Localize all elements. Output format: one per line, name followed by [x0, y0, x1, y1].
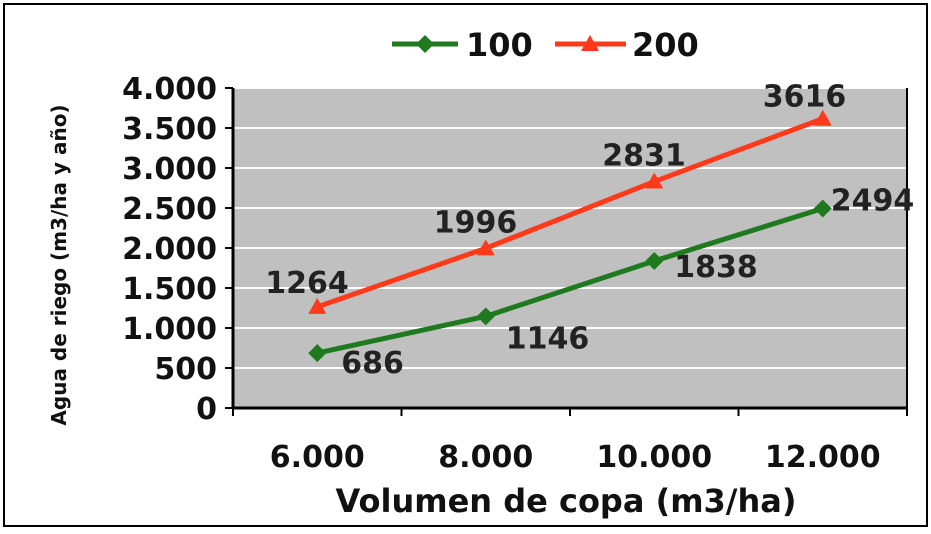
y-tick-label: 1.500 [122, 272, 217, 307]
y-tick-label: 1.000 [122, 312, 217, 347]
axis-ticks [225, 87, 908, 416]
point-200-0 [308, 297, 327, 314]
legend-marker-100 [416, 35, 434, 53]
legend-marker-200 [581, 35, 599, 51]
y-tick-label: 4.000 [122, 72, 217, 107]
point-100-2 [645, 251, 664, 270]
data-label-200-3: 3616 [763, 80, 847, 115]
x-tick-labels: 6.000 8.000 10.000 12.000 [270, 440, 881, 475]
legend-label-200: 200 [632, 26, 699, 64]
x-tick-label: 8.000 [438, 440, 533, 475]
point-100-0 [308, 344, 327, 363]
series-line-100 [316, 206, 824, 356]
y-axis-label: Agua de riego (m3/ha y año) [47, 104, 71, 425]
x-tick-label: 6.000 [270, 440, 365, 475]
point-200-3 [813, 109, 832, 126]
data-label-200-0: 1264 [265, 266, 349, 301]
x-tick-label: 10.000 [596, 440, 712, 475]
data-label-200-2: 2831 [602, 139, 686, 174]
x-axis-label: Volumen de copa (m3/ha) [336, 482, 797, 520]
data-label-200-1: 1996 [434, 205, 518, 240]
data-label-100-3: 2494 [831, 183, 915, 218]
point-100-1 [476, 307, 495, 326]
data-label-100-2: 1838 [674, 250, 758, 285]
y-tick-labels: 0 500 1.000 1.500 2.000 2.500 3.000 3.500 4.000 [122, 72, 217, 427]
point-100-3 [813, 199, 832, 218]
x-tick-label: 12.000 [765, 440, 881, 475]
point-200-1 [476, 239, 495, 256]
series-layer: 686 1146 1838 2494 1264 1996 2831 3616 [265, 80, 914, 381]
y-tick-label: 500 [154, 352, 217, 387]
legend-label-100: 100 [466, 26, 533, 64]
plot-area: 686 1146 1838 2494 1264 1996 2831 3616 [225, 80, 914, 416]
y-tick-label: 3.500 [122, 112, 217, 147]
y-tick-label: 0 [196, 392, 217, 427]
data-label-100-1: 1146 [506, 321, 590, 356]
data-label-100-0: 686 [341, 346, 404, 381]
legend: 100 200 [392, 26, 699, 64]
point-200-2 [645, 172, 664, 189]
series-line-200 [316, 116, 824, 310]
y-tick-label: 2.000 [122, 232, 217, 267]
y-tick-label: 2.500 [122, 192, 217, 227]
y-tick-label: 3.000 [122, 152, 217, 187]
